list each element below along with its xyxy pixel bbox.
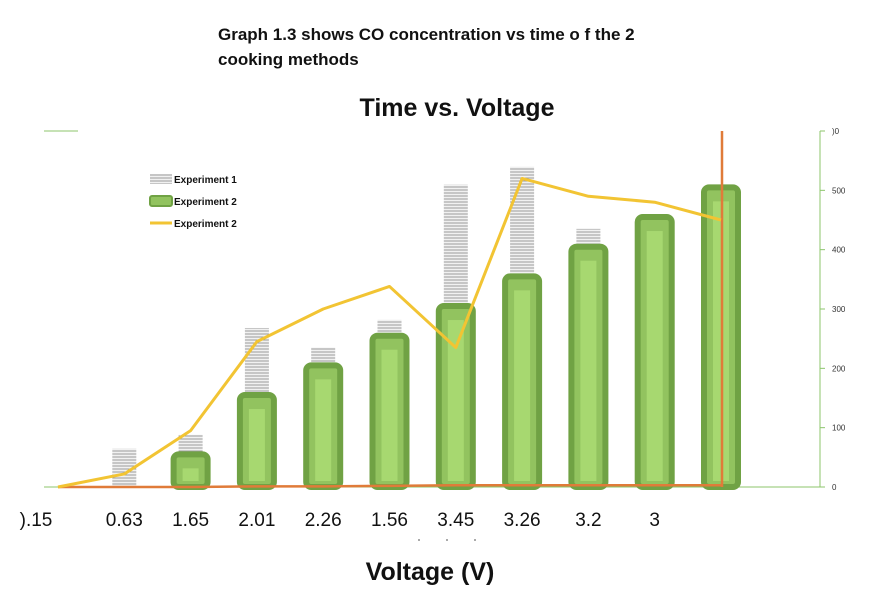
y-tick-label: 300 bbox=[832, 305, 846, 314]
legend-label: Experiment 1 bbox=[174, 175, 237, 186]
legend-label: Experiment 2 bbox=[174, 197, 237, 208]
bar-experiment-2-highlight bbox=[315, 379, 332, 481]
x-tick-label: 3.2 bbox=[575, 510, 601, 531]
x-tick-label: 3 bbox=[649, 510, 660, 531]
chart-title: Time vs. Voltage bbox=[360, 94, 555, 122]
x-axis-title: Voltage (V) bbox=[366, 558, 495, 586]
bar-experiment-2-highlight bbox=[182, 468, 199, 481]
legend-swatch-experiment-1 bbox=[150, 174, 172, 184]
bar-experiment-2-highlight bbox=[381, 349, 398, 481]
bar-experiment-2-highlight bbox=[580, 260, 597, 481]
page-caption: Graph 1.3 shows CO concentration vs time… bbox=[218, 25, 635, 69]
bar-experiment-2-highlight bbox=[646, 231, 663, 481]
bar-experiment-2-highlight bbox=[447, 320, 464, 481]
y-tick-label: )0 bbox=[832, 127, 840, 136]
x-tick-label: ).15 bbox=[20, 510, 53, 531]
x-tick-label: 0.63 bbox=[106, 510, 143, 531]
legend-swatch-experiment-2 bbox=[149, 195, 173, 207]
x-tick-label: 1.65 bbox=[172, 510, 209, 531]
x-tick-label: 2.01 bbox=[238, 510, 275, 531]
x-tick-label: 3.45 bbox=[437, 510, 474, 531]
legend: Experiment 1 Experiment 2 Experiment 2 bbox=[149, 174, 237, 230]
x-tick-label: 2.26 bbox=[305, 510, 342, 531]
line-experiment-2 bbox=[57, 176, 722, 489]
y-tick-label: 200 bbox=[832, 364, 846, 373]
x-tick-label: 1.56 bbox=[371, 510, 408, 531]
y-tick-label: 0 bbox=[832, 483, 837, 492]
y-tick-label: 400 bbox=[832, 246, 846, 255]
x-tick-label: 3.26 bbox=[504, 510, 541, 531]
bar-experiment-2-highlight bbox=[248, 409, 265, 481]
y-tick-label: 500 bbox=[832, 186, 846, 195]
y-tick-label: 100 bbox=[832, 424, 846, 433]
plot-area: 0 100 200 300 400 500 )0 ).15 0.63 1.65 2.01 2.26 1.… bbox=[20, 127, 846, 531]
line-series-orange bbox=[58, 483, 721, 489]
bar-experiment-2-highlight bbox=[514, 290, 531, 481]
legend-label: Experiment 2 bbox=[174, 219, 237, 230]
